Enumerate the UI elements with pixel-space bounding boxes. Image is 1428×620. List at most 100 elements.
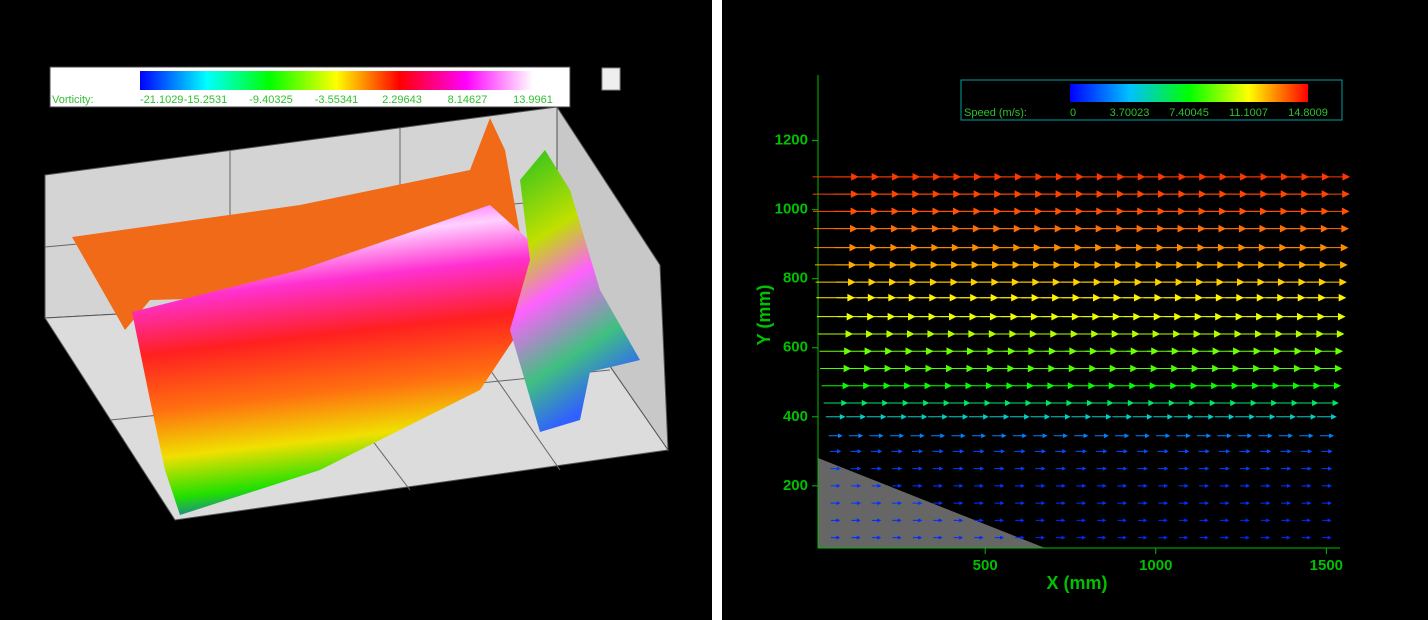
vector-arrow	[1055, 449, 1067, 454]
y-tick-label: 200	[783, 477, 808, 494]
vector-arrow	[1055, 501, 1066, 506]
y-tick-label: 1000	[775, 201, 808, 218]
vector-arrow	[1301, 501, 1312, 506]
vector-arrow	[1157, 449, 1169, 454]
vector-arrow	[1301, 483, 1312, 488]
vector-arrow	[871, 483, 882, 488]
vector-arrow	[1239, 449, 1251, 454]
vector-arrow	[1138, 535, 1148, 540]
vector-arrow	[1137, 483, 1148, 488]
vector-arrow	[1260, 535, 1271, 540]
vector-arrow	[1076, 535, 1086, 540]
surface-band	[132, 205, 540, 515]
vector-arrow	[830, 518, 841, 523]
vector-arrow	[971, 433, 986, 439]
vector-arrow	[892, 535, 902, 540]
colorbar-tick-label: 14.8009	[1288, 107, 1328, 119]
vector-arrow	[1158, 518, 1168, 523]
vector-arrow	[1137, 501, 1148, 506]
vector-arrow	[1253, 399, 1278, 407]
vector-arrow	[1117, 501, 1128, 506]
vector-arrow	[1153, 413, 1174, 420]
vector-arrow	[1117, 535, 1127, 540]
vector-arrow	[1151, 399, 1176, 407]
vector-arrow	[1301, 535, 1312, 540]
vector-arrow	[866, 413, 887, 420]
vector-arrow	[1194, 413, 1214, 420]
vector-arrow	[1309, 330, 1345, 338]
vector-arrow	[973, 466, 985, 471]
y-tick-label: 1200	[775, 132, 808, 149]
vector-arrow	[946, 399, 971, 407]
vector-arrow	[989, 413, 1010, 420]
vector-arrow	[1096, 466, 1107, 471]
vector-arrow	[823, 399, 848, 407]
vector-arrow	[1260, 466, 1271, 471]
vector-arrow	[987, 399, 1012, 407]
vector-arrow	[1178, 483, 1189, 488]
vector-arrow	[1176, 433, 1191, 439]
colorbar-tick-label: 7.40045	[1169, 107, 1209, 119]
vector-arrow	[994, 518, 1005, 523]
colorbar-tick-label: 13.9961	[513, 94, 553, 106]
vector-arrow	[1173, 413, 1194, 420]
vector-arrow	[1219, 466, 1230, 471]
vector-arrow	[1056, 535, 1066, 540]
vector-arrow	[1035, 501, 1046, 506]
vector-arrow	[928, 413, 948, 420]
vector-arrow	[1311, 364, 1343, 373]
vector-arrow	[1048, 399, 1073, 407]
vector-arrow	[953, 518, 964, 523]
vector-arrow	[1135, 433, 1150, 439]
vector-arrow	[1030, 413, 1051, 420]
vector-arrow	[1076, 518, 1086, 523]
vector-arrow	[1276, 413, 1296, 420]
vector-arrow	[1014, 466, 1026, 471]
vector-arrow	[1319, 433, 1334, 439]
vector-arrow	[1296, 413, 1317, 420]
vector-arrow	[1303, 173, 1351, 181]
colorbar-tick-label: 8.14627	[448, 94, 488, 106]
x-tick-label: 1500	[1310, 557, 1343, 574]
vector-arrow	[1233, 399, 1257, 407]
vector-arrow	[1240, 535, 1250, 540]
x-axis-label: X (mm)	[1046, 573, 1107, 593]
vector-arrow	[1115, 433, 1130, 439]
vector-arrow	[1321, 449, 1333, 454]
vector-arrow	[849, 433, 864, 439]
vector-arrow	[864, 399, 889, 407]
vector-arrow	[870, 449, 883, 454]
vector-arrow	[846, 413, 866, 420]
vector-arrow	[1214, 413, 1235, 420]
vector-arrow	[1014, 483, 1025, 488]
colorbar-tick-label: -21.1029	[140, 94, 183, 106]
vector-arrow	[1199, 535, 1209, 540]
y-tick-label: 400	[783, 408, 808, 425]
vector-arrow	[1322, 518, 1332, 523]
vector-arrow	[1076, 466, 1087, 471]
vector-arrow	[912, 466, 923, 471]
vector-arrow	[1198, 466, 1210, 471]
vector-arrow	[1317, 413, 1337, 420]
vector-arrow	[1305, 243, 1349, 252]
vector-arrow	[953, 535, 964, 540]
vector-arrow	[851, 518, 861, 523]
vector-arrow	[1033, 433, 1048, 439]
vector-arrow	[1301, 466, 1312, 471]
vector-arrow	[1014, 501, 1025, 506]
vector-arrow	[953, 466, 964, 471]
vector-arrow	[1294, 399, 1319, 407]
vector-arrow	[1307, 293, 1347, 302]
colorbar-label: Speed (m/s):	[964, 107, 1027, 119]
vector-arrow	[828, 433, 843, 439]
colorbar-tick-label: 0	[1070, 107, 1076, 119]
vector-arrow	[1014, 449, 1026, 454]
vector-arrow	[1217, 433, 1232, 439]
vector-arrow	[850, 449, 862, 454]
vector-arrow	[1116, 466, 1128, 471]
vector-arrow	[1075, 449, 1087, 454]
vector-arrow	[1110, 399, 1135, 407]
vector-arrow	[1056, 518, 1066, 523]
vector-arrow	[830, 501, 841, 506]
vector-arrow	[1304, 224, 1349, 233]
